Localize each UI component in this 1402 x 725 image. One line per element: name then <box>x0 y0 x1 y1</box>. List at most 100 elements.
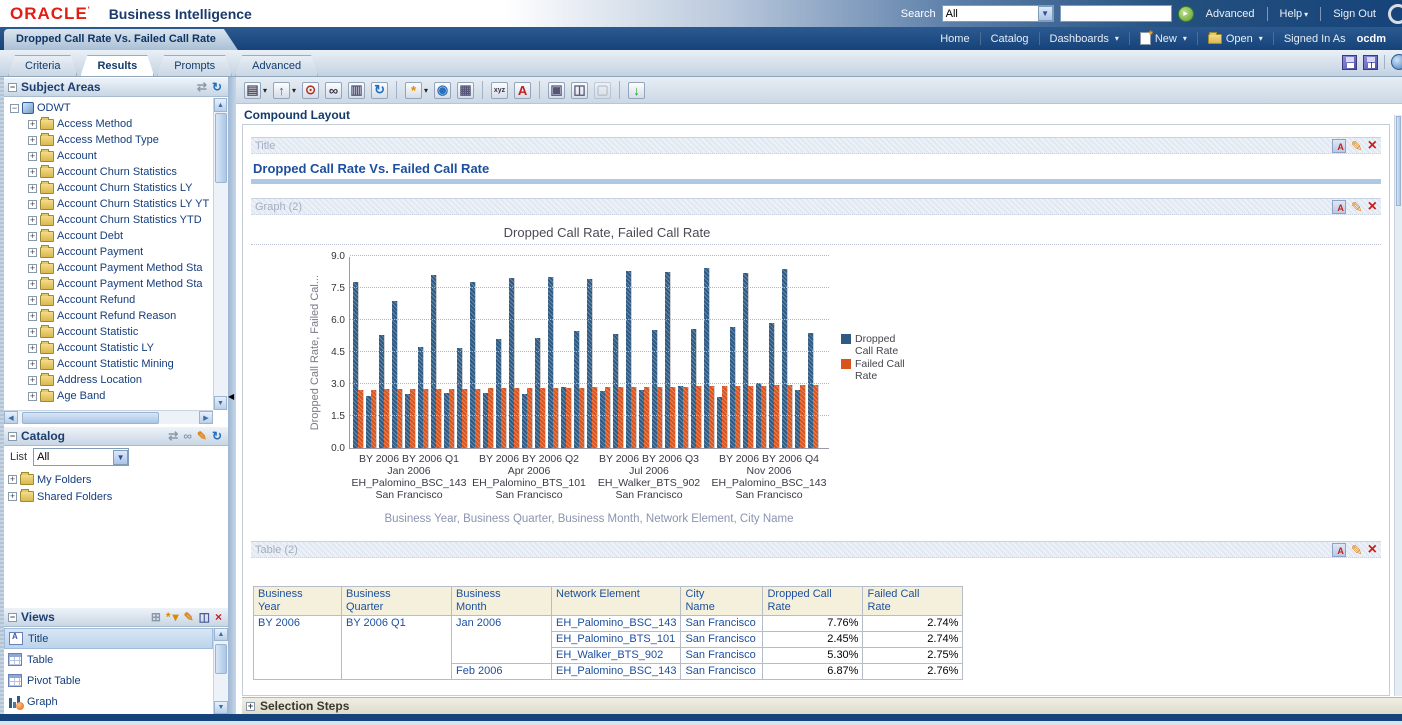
expand-icon[interactable]: + <box>8 492 17 501</box>
advanced-link[interactable]: Advanced <box>1200 8 1261 20</box>
expand-icon[interactable]: + <box>28 248 37 257</box>
expand-icon[interactable]: + <box>28 296 37 305</box>
remove-view-icon[interactable]: × <box>1368 200 1377 214</box>
selection-steps-bar[interactable]: + Selection Steps <box>242 697 1402 714</box>
tree-item[interactable]: +Account Payment Method Sta <box>4 276 213 292</box>
format-container-button[interactable]: A <box>512 80 533 100</box>
scroll-down-icon[interactable]: ▼ <box>214 701 228 714</box>
tree-item[interactable]: +Address Location <box>4 372 213 388</box>
catalog-link[interactable]: Catalog <box>983 33 1037 45</box>
new-menu[interactable]: New▾ <box>1132 32 1195 45</box>
expand-icon[interactable]: + <box>28 232 37 241</box>
catalog-search-icon[interactable]: ∞ <box>183 430 192 442</box>
views-edit-icon[interactable]: ✎ <box>184 611 194 623</box>
tree-item[interactable]: +Account Statistic LY <box>4 340 213 356</box>
tree-item[interactable]: +Account Churn Statistics <box>4 164 213 180</box>
expand-icon[interactable]: + <box>28 312 37 321</box>
views-remove-icon[interactable]: × <box>215 611 222 623</box>
collapse-icon[interactable]: − <box>8 83 17 92</box>
scroll-thumb[interactable] <box>215 644 227 674</box>
catalog-refresh-icon[interactable]: ↻ <box>212 430 222 442</box>
sidebar-splitter[interactable]: ◀ <box>228 77 236 714</box>
tree-item[interactable]: +Account Churn Statistics YTD <box>4 212 213 228</box>
subject-areas-vscrollbar[interactable]: ▲ ▼ <box>213 98 228 410</box>
save-icon[interactable] <box>1342 55 1357 70</box>
scroll-up-icon[interactable]: ▲ <box>214 628 228 641</box>
schedule-button[interactable]: ⊙ <box>300 80 321 100</box>
views-scrollbar[interactable]: ▲ ▼ <box>213 628 228 714</box>
duplicate-view-button[interactable]: ◫ <box>569 80 590 100</box>
expand-icon[interactable]: + <box>28 264 37 273</box>
tab-advanced[interactable]: Advanced <box>235 55 318 76</box>
search-scope-select[interactable]: All ▼ <box>942 5 1054 22</box>
format-view-icon[interactable]: A <box>1332 543 1346 557</box>
catalog-edit-icon[interactable]: ✎ <box>197 430 207 442</box>
chevron-down-icon[interactable]: ▼ <box>1038 6 1053 21</box>
tree-item[interactable]: +Account Statistic Mining <box>4 356 213 372</box>
expand-icon[interactable]: + <box>28 280 37 289</box>
tree-item[interactable]: +Account Churn Statistics LY YT <box>4 196 213 212</box>
tree-item[interactable]: +Account Refund <box>4 292 213 308</box>
views-duplicate-icon[interactable]: ◫ <box>199 611 210 623</box>
edit-view-icon[interactable]: ✎ <box>1351 200 1363 214</box>
sign-out-link[interactable]: Sign Out <box>1327 8 1382 20</box>
show-formulas-button[interactable]: xyz <box>489 80 510 100</box>
tree-item[interactable]: +Access Method <box>4 116 213 132</box>
scroll-right-icon[interactable]: ▶ <box>199 411 213 424</box>
expand-icon[interactable]: + <box>28 328 37 337</box>
format-view-icon[interactable]: A <box>1332 200 1346 214</box>
tree-item[interactable]: +Access Method Type <box>4 132 213 148</box>
view-item-table[interactable]: Table <box>4 649 213 670</box>
help-globe-icon[interactable] <box>1391 54 1402 70</box>
remove-view-icon[interactable]: × <box>1368 543 1377 557</box>
scroll-down-icon[interactable]: ▼ <box>214 396 227 410</box>
catalog-list-select[interactable]: All ▼ <box>33 448 129 466</box>
refresh-subject-areas-icon[interactable]: ↻ <box>212 81 222 93</box>
expand-icon[interactable]: + <box>28 376 37 385</box>
scroll-up-icon[interactable]: ▲ <box>214 98 227 112</box>
tab-criteria[interactable]: Criteria <box>8 55 77 76</box>
help-menu[interactable]: Help▾ <box>1274 8 1315 20</box>
expand-icon[interactable]: + <box>28 168 37 177</box>
tree-item[interactable]: +Account Debt <box>4 228 213 244</box>
expand-icon[interactable]: + <box>28 184 37 193</box>
refresh-button[interactable]: ↻ <box>369 80 390 100</box>
search-input[interactable] <box>1060 5 1172 22</box>
sort-button[interactable]: ↓ <box>626 80 647 100</box>
tree-item[interactable]: +Account Churn Statistics LY <box>4 180 213 196</box>
expand-icon[interactable]: + <box>28 360 37 369</box>
analysis-page-tab[interactable]: Dropped Call Rate Vs. Failed Call Rate <box>4 29 238 50</box>
edit-subject-areas-icon[interactable]: ⇄ <box>197 81 207 93</box>
expand-icon[interactable]: + <box>28 392 37 401</box>
expand-icon[interactable]: + <box>8 475 17 484</box>
expand-icon[interactable]: + <box>28 136 37 145</box>
tree-item[interactable]: +Account Refund Reason <box>4 308 213 324</box>
home-link[interactable]: Home <box>932 33 977 45</box>
tab-results[interactable]: Results <box>80 55 154 76</box>
open-menu[interactable]: Open▾ <box>1200 33 1271 45</box>
view-item-title[interactable]: Title <box>4 628 213 649</box>
import-view-button[interactable]: ▣ <box>546 80 567 100</box>
catalog-folder[interactable]: +My Folders <box>8 471 228 488</box>
expand-icon[interactable]: + <box>246 702 255 711</box>
format-view-icon[interactable]: A <box>1332 139 1346 153</box>
print-button[interactable]: ▤▾ <box>242 80 269 100</box>
tree-item[interactable]: +Account Payment Method Sta <box>4 260 213 276</box>
main-scrollbar[interactable] <box>1394 115 1402 696</box>
edit-view-icon[interactable]: ✎ <box>1351 543 1363 557</box>
scroll-thumb[interactable] <box>1396 116 1401 206</box>
new-calculated-item-button[interactable]: ▦ <box>455 80 476 100</box>
expand-icon[interactable]: + <box>28 120 37 129</box>
expand-icon[interactable]: + <box>28 344 37 353</box>
views-new-icon[interactable]: *▾ <box>166 611 179 623</box>
collapse-icon[interactable]: − <box>8 613 17 622</box>
new-view-button[interactable]: *▾ <box>403 80 430 100</box>
views-combine-icon[interactable]: ⊞ <box>151 611 161 623</box>
copy-button[interactable]: ▥ <box>346 80 367 100</box>
expand-icon[interactable]: + <box>28 200 37 209</box>
sidebar-collapse-handle[interactable]: ◀ <box>228 392 234 401</box>
tree-item[interactable]: +Account <box>4 148 213 164</box>
view-item-graph[interactable]: Graph <box>4 691 213 712</box>
scroll-thumb[interactable] <box>22 412 159 424</box>
expand-icon[interactable]: + <box>28 152 37 161</box>
